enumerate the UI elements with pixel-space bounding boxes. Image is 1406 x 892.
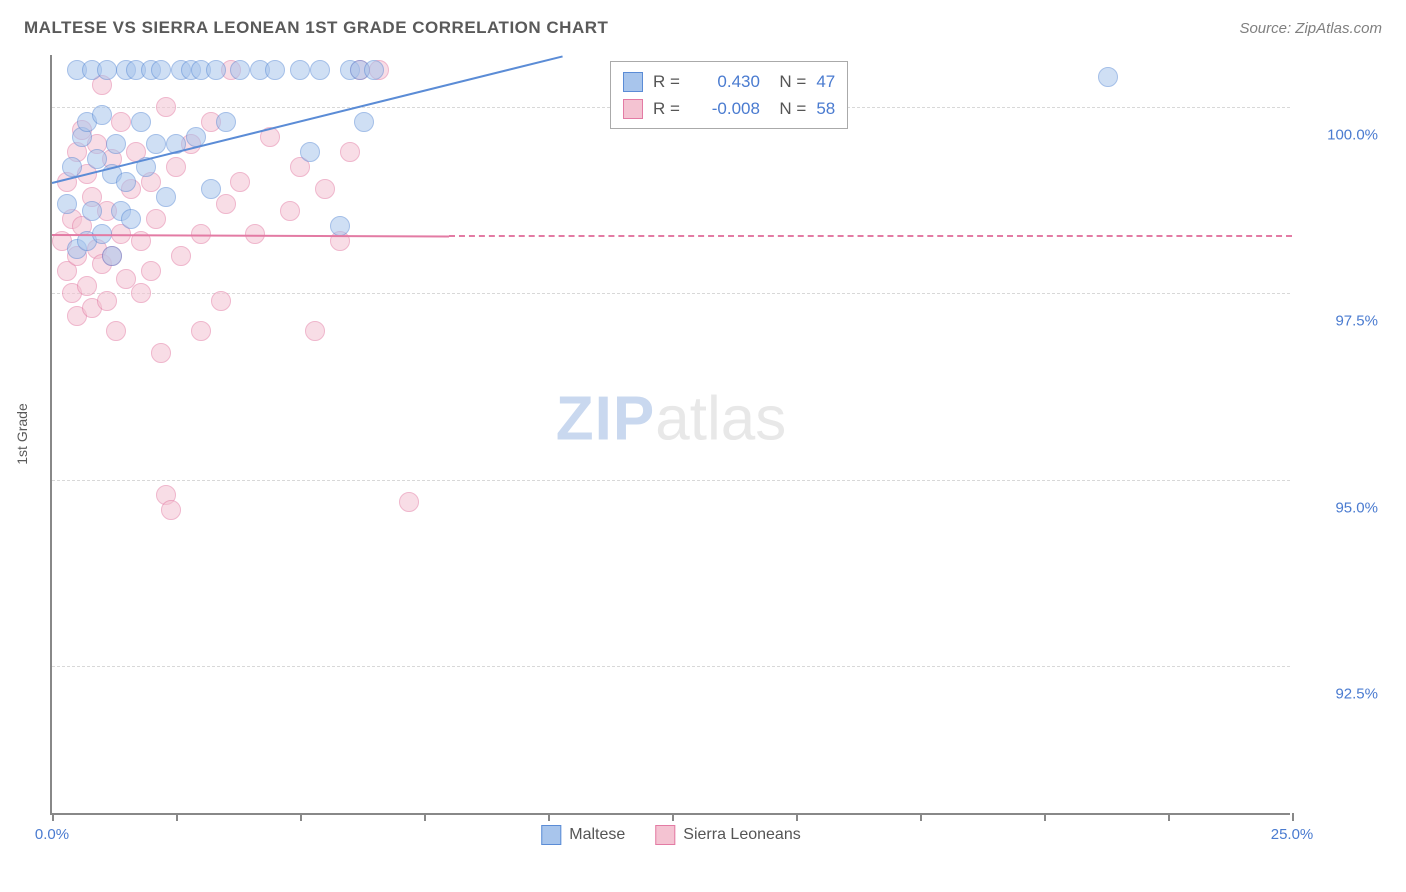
stats-r-value: -0.008 bbox=[690, 95, 760, 122]
scatter-point bbox=[146, 134, 166, 154]
x-tick bbox=[1292, 813, 1294, 821]
legend: Maltese Sierra Leoneans bbox=[541, 825, 800, 845]
y-tick-label: 95.0% bbox=[1335, 499, 1378, 516]
x-tick bbox=[672, 813, 674, 821]
x-tick-label: 0.0% bbox=[35, 826, 69, 843]
scatter-point bbox=[57, 194, 77, 214]
gridline-h bbox=[52, 293, 1290, 294]
x-tick bbox=[796, 813, 798, 821]
legend-swatch bbox=[655, 825, 675, 845]
legend-label: Maltese bbox=[569, 826, 625, 844]
scatter-point bbox=[151, 60, 171, 80]
scatter-point bbox=[354, 112, 374, 132]
scatter-point bbox=[116, 172, 136, 192]
watermark: ZIPatlas bbox=[556, 383, 786, 454]
y-tick-label: 97.5% bbox=[1335, 313, 1378, 330]
chart-source: Source: ZipAtlas.com bbox=[1239, 20, 1382, 37]
stats-swatch bbox=[623, 72, 643, 92]
watermark-part2: atlas bbox=[655, 384, 786, 453]
x-tick bbox=[548, 813, 550, 821]
scatter-point bbox=[330, 216, 350, 236]
chart-header: MALTESE VS SIERRA LEONEAN 1ST GRADE CORR… bbox=[0, 0, 1406, 46]
scatter-point bbox=[340, 142, 360, 162]
scatter-point bbox=[111, 112, 131, 132]
scatter-point bbox=[166, 157, 186, 177]
scatter-point bbox=[146, 209, 166, 229]
x-tick bbox=[424, 813, 426, 821]
scatter-point bbox=[141, 261, 161, 281]
stats-n-label: N = bbox=[770, 95, 806, 122]
scatter-point bbox=[300, 142, 320, 162]
scatter-point bbox=[156, 97, 176, 117]
y-axis-title: 1st Grade bbox=[14, 403, 30, 464]
scatter-point bbox=[216, 112, 236, 132]
y-tick-label: 100.0% bbox=[1327, 127, 1378, 144]
scatter-point bbox=[82, 201, 102, 221]
chart-container: 1st Grade ZIPatlas 92.5%95.0%97.5%100.0%… bbox=[50, 55, 1380, 815]
x-tick bbox=[52, 813, 54, 821]
x-tick bbox=[300, 813, 302, 821]
gridline-h bbox=[52, 480, 1290, 481]
scatter-point bbox=[102, 246, 122, 266]
stats-n-value: 47 bbox=[816, 68, 835, 95]
legend-swatch bbox=[541, 825, 561, 845]
stats-n-label: N = bbox=[770, 68, 806, 95]
x-tick bbox=[1168, 813, 1170, 821]
stats-r-label: R = bbox=[653, 95, 680, 122]
scatter-point bbox=[62, 157, 82, 177]
gridline-h bbox=[52, 666, 1290, 667]
scatter-point bbox=[280, 201, 300, 221]
plot-area: 1st Grade ZIPatlas 92.5%95.0%97.5%100.0%… bbox=[50, 55, 1290, 815]
x-tick bbox=[920, 813, 922, 821]
scatter-point bbox=[265, 60, 285, 80]
scatter-point bbox=[106, 134, 126, 154]
legend-item: Sierra Leoneans bbox=[655, 825, 800, 845]
y-tick-label: 92.5% bbox=[1335, 685, 1378, 702]
stats-box: R = 0.430 N = 47 R = -0.008 N = 58 bbox=[610, 61, 848, 129]
scatter-point bbox=[206, 60, 226, 80]
scatter-point bbox=[305, 321, 325, 341]
scatter-point bbox=[230, 172, 250, 192]
scatter-point bbox=[211, 291, 231, 311]
stats-row: R = -0.008 N = 58 bbox=[623, 95, 835, 122]
legend-item: Maltese bbox=[541, 825, 625, 845]
stats-r-value: 0.430 bbox=[690, 68, 760, 95]
scatter-point bbox=[121, 209, 141, 229]
scatter-point bbox=[92, 105, 112, 125]
scatter-point bbox=[97, 60, 117, 80]
scatter-point bbox=[191, 321, 211, 341]
scatter-point bbox=[77, 276, 97, 296]
scatter-point bbox=[201, 179, 221, 199]
scatter-point bbox=[151, 343, 171, 363]
scatter-point bbox=[290, 60, 310, 80]
scatter-point bbox=[310, 60, 330, 80]
scatter-point bbox=[106, 321, 126, 341]
stats-swatch bbox=[623, 99, 643, 119]
stats-row: R = 0.430 N = 47 bbox=[623, 68, 835, 95]
chart-title: MALTESE VS SIERRA LEONEAN 1ST GRADE CORR… bbox=[24, 18, 608, 38]
scatter-point bbox=[156, 187, 176, 207]
scatter-point bbox=[315, 179, 335, 199]
scatter-point bbox=[1098, 67, 1118, 87]
scatter-point bbox=[399, 492, 419, 512]
scatter-point bbox=[131, 283, 151, 303]
scatter-point bbox=[230, 60, 250, 80]
scatter-point bbox=[171, 246, 191, 266]
x-tick bbox=[176, 813, 178, 821]
scatter-point bbox=[216, 194, 236, 214]
scatter-point bbox=[97, 291, 117, 311]
scatter-point bbox=[364, 60, 384, 80]
trend-line-dash bbox=[449, 235, 1292, 237]
x-tick-label: 25.0% bbox=[1271, 826, 1314, 843]
legend-label: Sierra Leoneans bbox=[683, 826, 800, 844]
scatter-point bbox=[161, 500, 181, 520]
watermark-part1: ZIP bbox=[556, 384, 655, 453]
stats-r-label: R = bbox=[653, 68, 680, 95]
scatter-point bbox=[131, 112, 151, 132]
stats-n-value: 58 bbox=[816, 95, 835, 122]
x-tick bbox=[1044, 813, 1046, 821]
